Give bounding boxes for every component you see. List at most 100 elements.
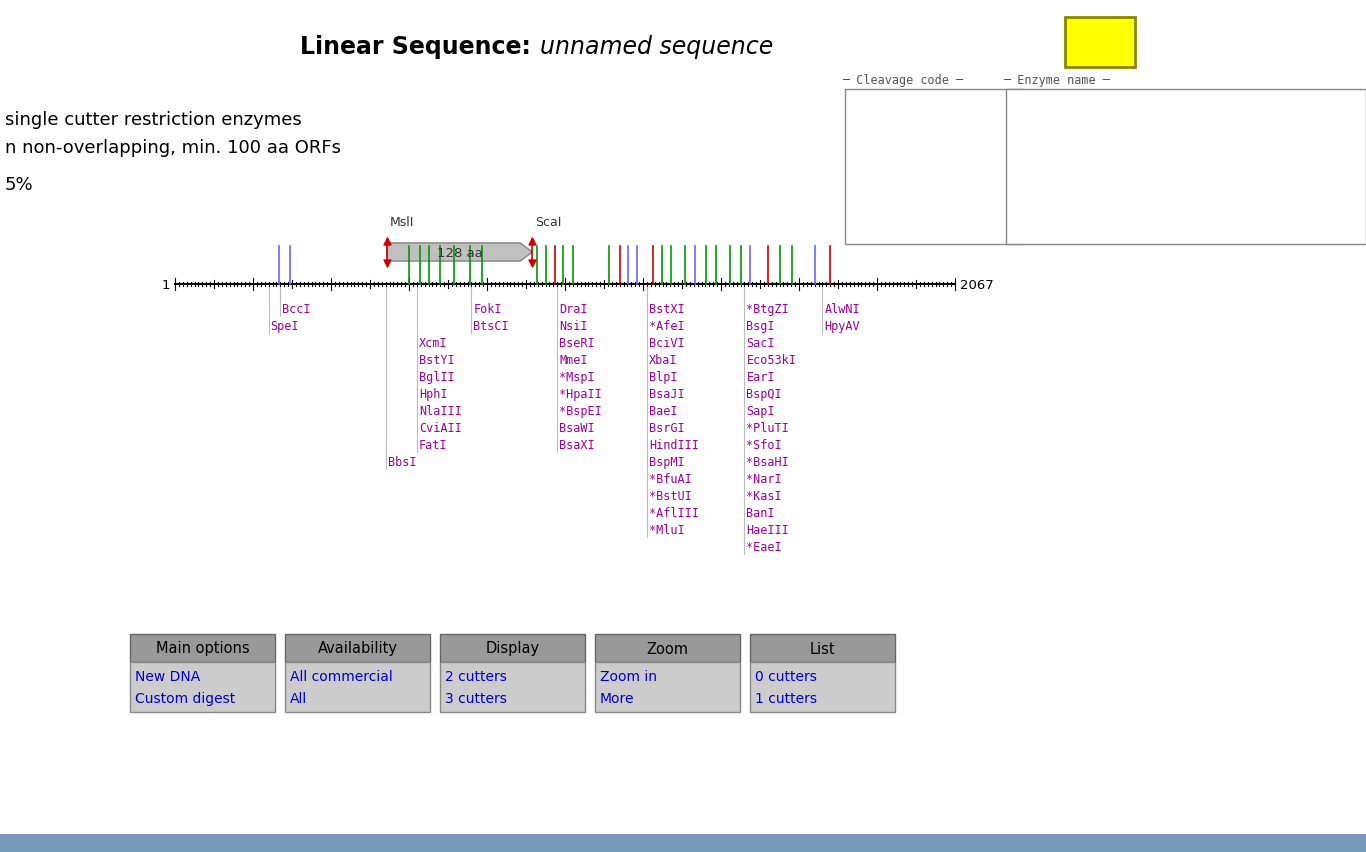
Text: EarI: EarI xyxy=(746,371,775,383)
FancyBboxPatch shape xyxy=(440,634,585,662)
FancyBboxPatch shape xyxy=(596,634,740,662)
Text: Hel: Hel xyxy=(1082,33,1117,53)
Text: All commercial: All commercial xyxy=(290,669,393,683)
Text: *BspEI: *BspEI xyxy=(559,405,602,417)
Text: BsaWI: BsaWI xyxy=(559,422,594,435)
Text: 2 cutters: 2 cutters xyxy=(445,669,507,683)
FancyBboxPatch shape xyxy=(440,662,585,712)
Text: ▲▼: ▲▼ xyxy=(851,105,867,119)
Text: Available fro: Available fro xyxy=(1011,98,1108,112)
Text: *BstUI: *BstUI xyxy=(649,489,691,503)
Text: BglII: BglII xyxy=(419,371,455,383)
Text: Main options: Main options xyxy=(156,641,250,656)
Text: *KasI: *KasI xyxy=(746,489,781,503)
Text: blunt end cut: blunt end cut xyxy=(881,106,985,118)
Text: Zoom in: Zoom in xyxy=(600,669,657,683)
Text: SpeI: SpeI xyxy=(270,320,299,332)
FancyBboxPatch shape xyxy=(130,662,275,712)
Text: CviAII: CviAII xyxy=(419,422,462,435)
FancyBboxPatch shape xyxy=(846,90,1023,245)
Text: ▲▼: ▲▼ xyxy=(851,138,867,152)
Text: 5’ extension: 5’ extension xyxy=(881,138,977,152)
Text: Eco53kI: Eco53kI xyxy=(746,354,796,366)
Text: BccI: BccI xyxy=(283,302,311,315)
Text: |: | xyxy=(872,204,880,218)
Text: HindIII: HindIII xyxy=(649,439,699,452)
Text: 3’ extension: 3’ extension xyxy=(881,171,977,184)
FancyBboxPatch shape xyxy=(596,662,740,712)
FancyBboxPatch shape xyxy=(1005,90,1366,245)
Text: |: | xyxy=(872,137,880,152)
Text: (enz.name): a: (enz.name): a xyxy=(1011,218,1108,231)
Text: 3 cutters: 3 cutters xyxy=(445,691,507,705)
Text: BciVI: BciVI xyxy=(649,337,684,349)
Text: single cutter restriction enzymes: single cutter restriction enzymes xyxy=(5,111,302,129)
Text: ─ Enzyme name ─: ─ Enzyme name ─ xyxy=(1003,74,1109,87)
Text: *AfeI: *AfeI xyxy=(649,320,684,332)
Text: *PluTI: *PluTI xyxy=(746,422,790,435)
Point xyxy=(522,256,544,270)
Text: Has other supp: Has other supp xyxy=(1011,123,1116,135)
Text: #: cleavage at: #: cleavage at xyxy=(1011,194,1116,207)
Text: *BtgZI: *BtgZI xyxy=(746,302,790,315)
Text: |: | xyxy=(872,105,880,119)
Text: 5%: 5% xyxy=(5,176,34,193)
Text: DraI: DraI xyxy=(559,302,587,315)
Text: unnamed sequence: unnamed sequence xyxy=(540,35,773,59)
Text: SapI: SapI xyxy=(746,405,775,417)
Text: BspMI: BspMI xyxy=(649,456,684,469)
Text: *BfuAI: *BfuAI xyxy=(649,473,691,486)
FancyBboxPatch shape xyxy=(750,662,895,712)
Text: BtsCI: BtsCI xyxy=(474,320,510,332)
Text: BaeI: BaeI xyxy=(649,405,678,417)
Text: 1: 1 xyxy=(161,278,169,291)
FancyBboxPatch shape xyxy=(285,634,430,662)
Text: *HpaII: *HpaII xyxy=(559,388,602,400)
Polygon shape xyxy=(387,244,533,262)
Text: BspQI: BspQI xyxy=(746,388,781,400)
Text: *MspI: *MspI xyxy=(559,371,594,383)
Text: Linear Sequence:: Linear Sequence: xyxy=(301,35,540,59)
Text: BsaJI: BsaJI xyxy=(649,388,684,400)
Text: BsgI: BsgI xyxy=(746,320,775,332)
Text: BlpI: BlpI xyxy=(649,371,678,383)
Text: BsaXI: BsaXI xyxy=(559,439,594,452)
Text: ▲▼: ▲▼ xyxy=(851,170,867,185)
Text: ▼: ▼ xyxy=(851,204,859,218)
Text: *BsaHI: *BsaHI xyxy=(746,456,790,469)
Text: Not commercia: Not commercia xyxy=(1011,147,1108,159)
Text: 128 aa: 128 aa xyxy=(437,246,482,259)
Text: BstXI: BstXI xyxy=(649,302,684,315)
Text: *AflIII: *AflIII xyxy=(649,506,699,520)
Text: List: List xyxy=(810,641,836,656)
Text: *SfoI: *SfoI xyxy=(746,439,781,452)
Text: AlwNI: AlwNI xyxy=(825,302,861,315)
Text: BsrGI: BsrGI xyxy=(649,422,684,435)
Point xyxy=(376,235,398,249)
Text: *MluI: *MluI xyxy=(649,523,684,537)
Point xyxy=(522,235,544,249)
Text: Custom digest: Custom digest xyxy=(135,691,235,705)
Text: SacI: SacI xyxy=(746,337,775,349)
Text: XbaI: XbaI xyxy=(649,354,678,366)
Text: MmeI: MmeI xyxy=(559,354,587,366)
Text: More: More xyxy=(600,691,634,705)
Point xyxy=(376,256,398,270)
FancyBboxPatch shape xyxy=(1065,18,1135,68)
Text: XcmI: XcmI xyxy=(419,337,447,349)
Text: FatI: FatI xyxy=(419,439,447,452)
Text: ScaI: ScaI xyxy=(535,216,561,228)
Text: NsiI: NsiI xyxy=(559,320,587,332)
Text: cuts 1 strand: cuts 1 strand xyxy=(881,204,985,217)
FancyBboxPatch shape xyxy=(130,634,275,662)
Text: ─ Cleavage code ─: ─ Cleavage code ─ xyxy=(841,74,963,87)
Text: BstYI: BstYI xyxy=(419,354,455,366)
Text: Availability: Availability xyxy=(317,641,398,656)
Text: BbsI: BbsI xyxy=(388,456,417,469)
Text: FokI: FokI xyxy=(474,302,501,315)
Text: 1 cutters: 1 cutters xyxy=(755,691,817,705)
Text: HpyAV: HpyAV xyxy=(825,320,861,332)
Text: New DNA: New DNA xyxy=(135,669,201,683)
Text: HaeIII: HaeIII xyxy=(746,523,790,537)
Text: MslI: MslI xyxy=(391,216,414,228)
